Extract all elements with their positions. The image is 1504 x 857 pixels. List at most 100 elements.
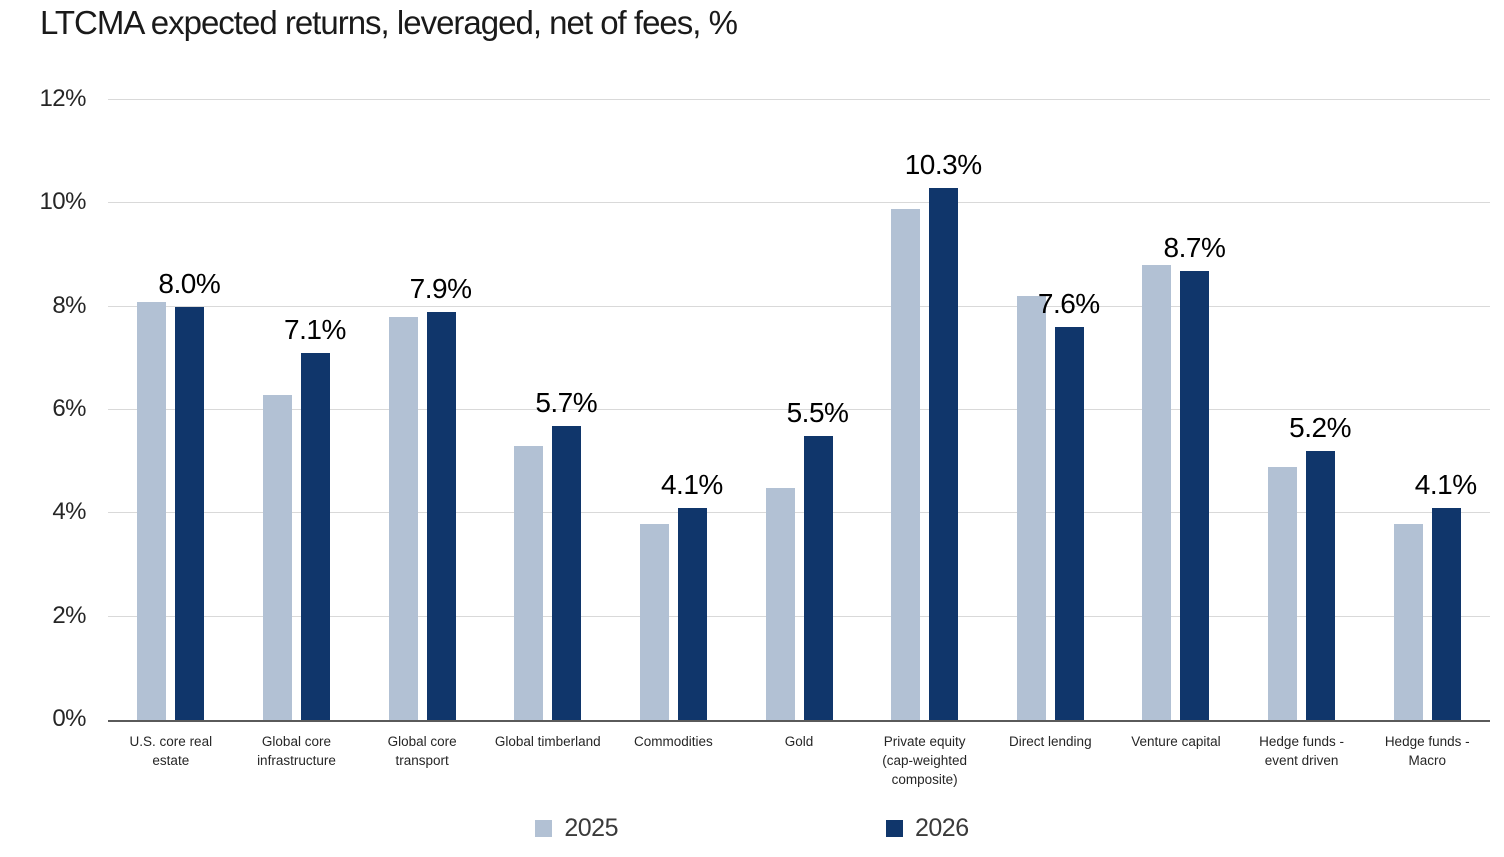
x-axis-label-cell: Global core transport xyxy=(359,733,485,790)
bar-2025 xyxy=(1393,523,1423,720)
bar-2025 xyxy=(765,487,795,720)
x-axis-label-cell: Hedge funds - Macro xyxy=(1364,733,1490,790)
bar-group: 7.9% xyxy=(359,100,485,720)
x-axis-label: U.S. core real estate xyxy=(129,734,213,768)
value-label: 10.3% xyxy=(904,148,982,180)
bar-2025 xyxy=(891,208,921,720)
bar-pair: 10.3% xyxy=(891,100,982,720)
x-axis-label-cell: Venture capital xyxy=(1113,733,1239,790)
bar-group: 5.7% xyxy=(485,100,611,720)
value-label: 4.1% xyxy=(660,469,723,501)
value-label: 7.6% xyxy=(1037,288,1100,320)
value-label: 7.9% xyxy=(409,272,472,304)
x-axis-label-cell: Commodities xyxy=(611,733,737,790)
y-tick-label: 12% xyxy=(39,85,86,112)
y-tick-label: 2% xyxy=(52,601,86,629)
bar-2025 xyxy=(1142,265,1172,720)
bar-group: 4.1% xyxy=(611,100,737,720)
bar-2025 xyxy=(137,301,167,720)
gridline xyxy=(108,305,1490,307)
x-axis-label-cell: Global timberland xyxy=(485,733,611,790)
y-tick-label: 6% xyxy=(52,395,86,422)
gridline xyxy=(108,615,1490,617)
bar-group: 7.6% xyxy=(987,100,1113,720)
bar-2025 xyxy=(639,523,669,720)
x-axis-label-cell: Private equity (cap-weighted composite) xyxy=(862,733,988,790)
bar-pair: 8.7% xyxy=(1142,100,1226,720)
bar-pair: 5.7% xyxy=(514,100,598,720)
bar-group: 5.2% xyxy=(1239,100,1365,720)
x-axis-label: Global timberland xyxy=(494,734,601,749)
x-axis-label-cell: Global core infrastructure xyxy=(234,733,360,790)
bar-pair: 7.6% xyxy=(1016,100,1100,720)
bar-2026 xyxy=(929,187,959,720)
x-axis-label: Global core transport xyxy=(387,734,457,768)
x-axis-label: Global core infrastructure xyxy=(257,734,336,768)
y-tick-label: 4% xyxy=(52,498,86,526)
bar-2026 xyxy=(1180,270,1210,720)
bar-group: 5.5% xyxy=(736,100,862,720)
value-label: 8.0% xyxy=(158,267,221,299)
bar-2026 xyxy=(803,435,833,720)
value-label: 5.2% xyxy=(1289,412,1351,444)
x-axis-label-cell: Gold xyxy=(736,733,862,790)
bar-2026 xyxy=(677,508,707,720)
bar-pair: 5.5% xyxy=(765,100,849,720)
chart-title: LTCMA expected returns, leveraged, net o… xyxy=(40,4,738,41)
x-axis-labels: U.S. core real estate Global core infrast… xyxy=(108,733,1490,790)
legend-swatch-2025 xyxy=(535,820,553,837)
y-tick-label: 0% xyxy=(52,705,86,732)
legend-item-2026: 2026 xyxy=(886,814,969,843)
y-tick-label: 8% xyxy=(52,291,86,319)
bar-group: 8.0% xyxy=(108,100,234,720)
bar-groups: 8.0% 7.1% 7.9% 5.7% 4.1% 5.5% 10.3% 7.6% 8.7% 5.2… xyxy=(108,100,1490,720)
bar-group: 7.1% xyxy=(234,100,360,720)
y-tick-label: 10% xyxy=(39,188,86,216)
legend-item-2025: 2025 xyxy=(535,814,618,843)
legend-label-2026: 2026 xyxy=(915,814,969,842)
bar-group: 10.3% xyxy=(862,100,988,720)
legend-label-2025: 2025 xyxy=(564,814,618,842)
bar-pair: 7.1% xyxy=(262,100,346,720)
bar-2025 xyxy=(1268,466,1298,720)
value-label: 8.7% xyxy=(1163,231,1226,263)
x-axis-label: Hedge funds - Macro xyxy=(1384,734,1470,768)
bar-2026 xyxy=(1431,508,1461,720)
bar-2026 xyxy=(1306,451,1336,720)
bar-2025 xyxy=(514,446,544,720)
x-axis-label-cell: Hedge funds - event driven xyxy=(1239,733,1365,790)
x-axis-label: Direct lending xyxy=(1009,734,1092,749)
x-axis-label: Private equity (cap-weighted composite) xyxy=(882,734,968,787)
bar-2026 xyxy=(552,425,582,720)
value-label: 5.5% xyxy=(786,396,849,428)
bar-2025 xyxy=(1016,296,1046,720)
x-axis-label-cell: U.S. core real estate xyxy=(108,733,234,790)
x-axis-label: Commodities xyxy=(633,734,713,749)
bar-2025 xyxy=(262,394,292,720)
value-label: 5.7% xyxy=(535,386,598,418)
bar-2026 xyxy=(426,311,456,720)
bar-2026 xyxy=(300,353,330,720)
x-axis-label: Hedge funds - event driven xyxy=(1259,734,1344,768)
value-label: 7.1% xyxy=(284,314,346,346)
x-axis-label: Gold xyxy=(784,734,814,749)
x-axis-label-cell: Direct lending xyxy=(987,733,1113,790)
x-axis-label: Venture capital xyxy=(1131,734,1221,749)
plot-area: 0% 2% 4% 6% 8% 10% 12% 8.0% 7.1% 7.9% 5.7% 4.1% 5.5%… xyxy=(39,85,1490,732)
bar-2026 xyxy=(1054,327,1084,720)
bar-pair: 7.9% xyxy=(388,100,472,720)
gridline xyxy=(108,99,1490,100)
legend: 2025 2026 xyxy=(0,814,1504,843)
gridline xyxy=(108,512,1490,514)
bar-2026 xyxy=(175,306,205,720)
bar-2025 xyxy=(388,317,418,720)
gridline xyxy=(108,409,1490,410)
gridline xyxy=(108,202,1490,204)
bar-pair: 8.0% xyxy=(137,100,221,720)
bar-group: 8.7% xyxy=(1113,100,1239,720)
bar-group: 4.1% xyxy=(1364,100,1490,720)
bar-pair: 4.1% xyxy=(639,100,723,720)
value-label: 4.1% xyxy=(1414,469,1477,501)
legend-swatch-2026 xyxy=(886,820,903,837)
